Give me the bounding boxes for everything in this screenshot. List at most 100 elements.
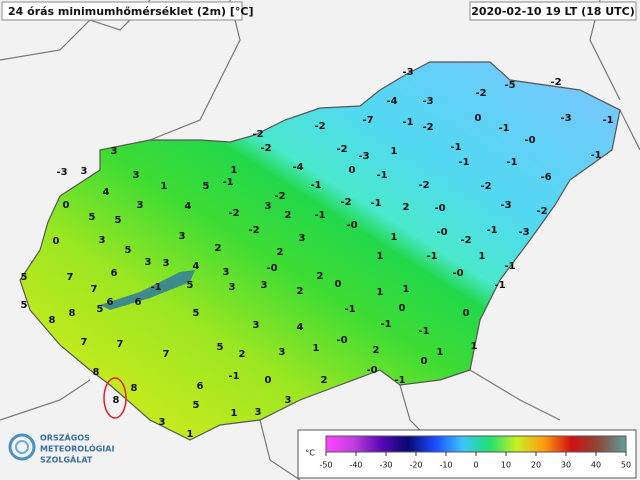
station-value: 5 bbox=[193, 308, 200, 319]
station-value: -1 bbox=[344, 304, 355, 315]
station-value: -6 bbox=[540, 172, 551, 183]
timestamp: 2020-02-10 19 LT (18 UTC) bbox=[471, 5, 635, 18]
station-value: 7 bbox=[91, 284, 98, 295]
station-value: -1 bbox=[370, 198, 381, 209]
station-value: -1 bbox=[426, 251, 437, 262]
station-value: 2 bbox=[215, 243, 222, 254]
station-value: 0 bbox=[265, 375, 272, 386]
logo-line: METEOROLÓGIAI bbox=[40, 443, 114, 454]
station-value: -1 bbox=[498, 123, 509, 134]
country-area bbox=[19, 61, 621, 441]
station-value: 6 bbox=[197, 381, 204, 392]
station-value: -5 bbox=[504, 80, 515, 91]
station-value: 7 bbox=[163, 349, 170, 360]
station-value: 8 bbox=[69, 308, 76, 319]
station-value: 1 bbox=[377, 251, 384, 262]
colorbar-tick-label: 20 bbox=[531, 461, 541, 470]
station-value: 5 bbox=[21, 272, 28, 283]
station-value: 2 bbox=[403, 202, 410, 213]
station-value: 5 bbox=[125, 245, 132, 256]
colorbar-tick-label: -50 bbox=[319, 461, 332, 470]
title-box bbox=[1, 1, 243, 21]
station-value: -1 bbox=[402, 117, 413, 128]
station-value: 3 bbox=[145, 257, 152, 268]
station-value: -1 bbox=[458, 157, 469, 168]
station-value: 3 bbox=[229, 282, 236, 293]
colorbar-tick-label: 0 bbox=[473, 461, 478, 470]
station-value: -7 bbox=[362, 115, 373, 126]
colorbar-tick-label: 40 bbox=[591, 461, 601, 470]
station-value: 0 bbox=[463, 308, 470, 319]
map-title: 24 órás minimumhőmérséklet (2m) [°C] bbox=[8, 5, 254, 18]
station-value: 4 bbox=[193, 261, 200, 272]
station-value: -2 bbox=[260, 143, 271, 154]
lake-balaton bbox=[100, 270, 195, 310]
station-value: 7 bbox=[117, 339, 124, 350]
station-value: 1 bbox=[231, 165, 238, 176]
station-value: 8 bbox=[131, 383, 138, 394]
station-value: 0 bbox=[399, 303, 406, 314]
station-value: 1 bbox=[391, 232, 398, 243]
station-value: 1 bbox=[479, 251, 486, 262]
station-value: 3 bbox=[261, 280, 268, 291]
station-value: -2 bbox=[314, 121, 325, 132]
station-value: 8 bbox=[113, 395, 120, 406]
station-value: -2 bbox=[274, 191, 285, 202]
station-value: 3 bbox=[265, 201, 272, 212]
station-value: -2 bbox=[422, 122, 433, 133]
station-value: 8 bbox=[49, 315, 56, 326]
station-value: 0 bbox=[475, 113, 482, 124]
station-value: 3 bbox=[299, 233, 306, 244]
station-value: 3 bbox=[253, 320, 260, 331]
colorbar bbox=[325, 435, 627, 453]
station-values: -3-2-5 -2-4 -3-2-7 -1 -20-1-3 -1-2-2 -2-3 1 -1-0… bbox=[21, 67, 614, 440]
station-value: 2 bbox=[373, 345, 380, 356]
station-value: -4 bbox=[386, 96, 397, 107]
colorbar-tick-label: 10 bbox=[501, 461, 511, 470]
station-value: 4 bbox=[103, 187, 110, 198]
station-value: 1 bbox=[377, 287, 384, 298]
station-value: 3 bbox=[223, 267, 230, 278]
station-value: 2 bbox=[321, 375, 328, 386]
station-value: -0 bbox=[452, 268, 463, 279]
station-value: 2 bbox=[285, 210, 292, 221]
colorbar-tick-label: -10 bbox=[439, 461, 452, 470]
station-value: -2 bbox=[480, 181, 491, 192]
station-value: 2 bbox=[317, 271, 324, 282]
station-value: -0 bbox=[336, 335, 347, 346]
colorbar-tick-label: 50 bbox=[621, 461, 631, 470]
station-value: 1 bbox=[187, 429, 194, 440]
station-value: 2 bbox=[239, 349, 246, 360]
station-value: -0 bbox=[266, 263, 277, 274]
station-value: -3 bbox=[560, 113, 571, 124]
station-value: 3 bbox=[279, 347, 286, 358]
station-value: -1 bbox=[450, 142, 461, 153]
station-value: -1 bbox=[494, 280, 505, 291]
station-value: 7 bbox=[67, 272, 74, 283]
station-value: 1 bbox=[313, 343, 320, 354]
legend-unit: °C bbox=[305, 449, 315, 458]
station-value: -1 bbox=[486, 225, 497, 236]
colorbar-tick-label: -20 bbox=[409, 461, 422, 470]
station-value: 6 bbox=[107, 297, 114, 308]
station-value: 5 bbox=[193, 400, 200, 411]
station-value: 3 bbox=[111, 146, 118, 157]
station-value: 6 bbox=[135, 297, 142, 308]
station-value: 6 bbox=[111, 268, 118, 279]
station-value: -2 bbox=[550, 77, 561, 88]
station-value: -2 bbox=[228, 208, 239, 219]
station-value: 3 bbox=[137, 200, 144, 211]
station-value: 8 bbox=[93, 367, 100, 378]
station-value: -4 bbox=[292, 162, 303, 173]
station-value: -2 bbox=[248, 225, 259, 236]
time-box bbox=[469, 1, 637, 21]
station-value: -2 bbox=[336, 144, 347, 155]
station-value: -0 bbox=[366, 365, 377, 376]
station-value: 5 bbox=[97, 304, 104, 315]
station-value: -2 bbox=[475, 88, 486, 99]
station-value: 3 bbox=[81, 166, 88, 177]
station-value: 3 bbox=[285, 395, 292, 406]
station-value: -1 bbox=[314, 210, 325, 221]
